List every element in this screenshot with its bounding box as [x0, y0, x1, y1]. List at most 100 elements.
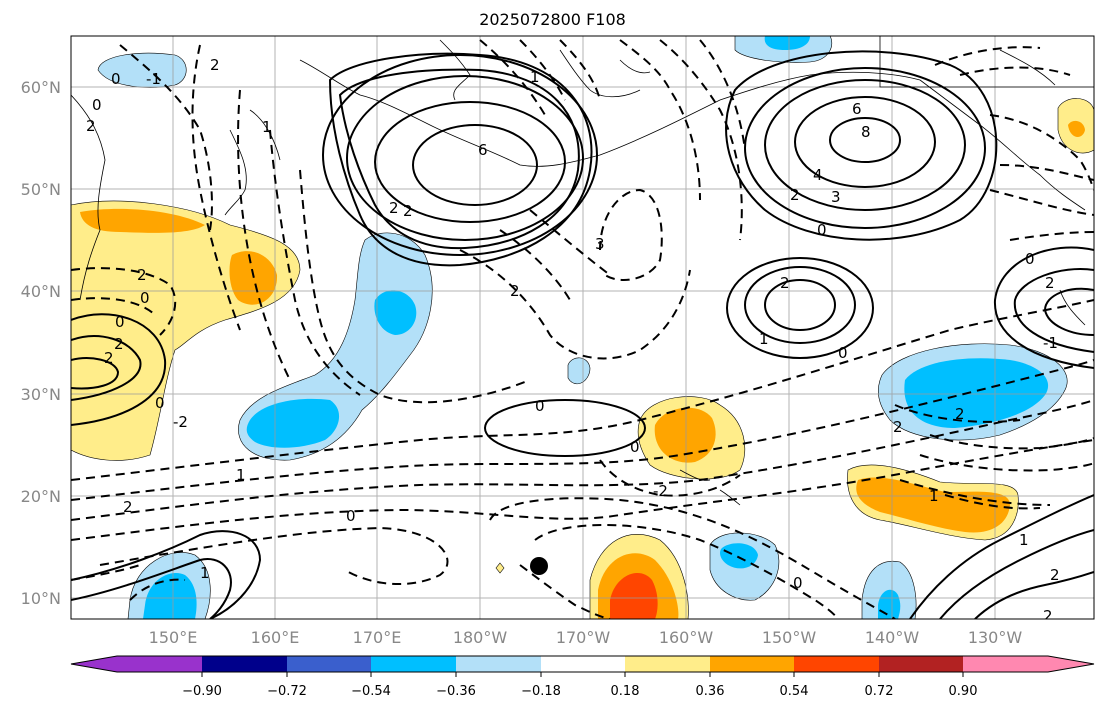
contour-label: -2 — [653, 482, 668, 500]
shading-layer — [71, 36, 1094, 619]
colorbar: −0.90 −0.72 −0.54 −0.36 −0.18 0.18 0.36 … — [70, 655, 1095, 699]
colorbar-tick-label: 0.72 — [865, 684, 894, 699]
contour-label: 0 — [535, 397, 545, 415]
contour-label: 0 — [346, 507, 356, 525]
contour-label: 0 — [111, 70, 121, 88]
lat-label: 50°N — [21, 180, 61, 199]
negative-anomaly-region — [567, 357, 591, 385]
contour-label: 2 — [210, 56, 220, 74]
lon-label: 150°W — [762, 628, 817, 647]
map-body: 0 -1 2 2 1 0 2 0 2 0 2 0 -2 2 2 3 6 1 2 … — [71, 36, 1094, 625]
colorbar-tick-label: 0.90 — [949, 684, 978, 699]
negative-anomaly-region — [764, 36, 810, 50]
contour-label: 2 — [403, 202, 413, 220]
contour-label: -1 — [146, 70, 161, 88]
contour-label: 2 — [780, 274, 790, 292]
contour-label: 6 — [478, 141, 488, 159]
positive-anomaly-region — [80, 208, 205, 233]
map-frame — [70, 35, 1095, 620]
contour-label: 2 — [1050, 566, 1060, 584]
contour-label: 0 — [92, 96, 102, 114]
dashed-contours — [71, 39, 1094, 619]
contour-label: 0 — [817, 221, 827, 239]
lat-label: 30°N — [21, 385, 61, 404]
contour-label: 0 — [1025, 250, 1035, 268]
contour-label: 1 — [200, 564, 210, 582]
contour-label: -1 — [1043, 334, 1058, 352]
contour-label: 0 — [838, 344, 848, 362]
positive-anomaly-region — [610, 572, 658, 619]
colorbar-tick-label: 0.36 — [696, 684, 725, 699]
contour-label: 0 — [793, 574, 803, 592]
contour-label: 0 — [140, 289, 150, 307]
contour-labels: 0 -1 2 2 1 0 2 0 2 0 2 0 -2 2 2 3 6 1 2 … — [86, 56, 1060, 625]
negative-anomaly-region — [904, 358, 1049, 428]
positive-anomaly-region — [654, 407, 716, 463]
lon-label: 160°E — [251, 628, 300, 647]
contour-label: 1 — [530, 68, 540, 86]
location-marker — [530, 557, 548, 575]
lon-label: 170°W — [556, 628, 611, 647]
contour-label: 2 — [104, 349, 114, 367]
colorbar-segment — [710, 656, 794, 672]
coastlines — [71, 36, 1094, 506]
lat-label: 10°N — [21, 589, 61, 608]
lon-label: 180°W — [453, 628, 508, 647]
contour-label: 2 — [1045, 274, 1055, 292]
contour-label: 1 — [759, 330, 769, 348]
colorbar-tick-label: 0.54 — [780, 684, 809, 699]
lon-label: 130°W — [968, 628, 1023, 647]
colorbar-outline — [70, 655, 1095, 673]
contour-label: 1 — [236, 466, 246, 484]
contour-label: 0 — [630, 438, 640, 456]
lat-label: 60°N — [21, 78, 61, 97]
colorbar-segment — [456, 656, 541, 672]
colorbar-segment — [287, 656, 371, 672]
contour-label: 2 — [86, 117, 96, 135]
positive-anomaly-region — [856, 477, 1010, 533]
lon-label: 150°E — [149, 628, 198, 647]
negative-anomaly-region — [97, 52, 187, 88]
colorbar-tick-label: −0.72 — [267, 684, 307, 699]
lat-label: 40°N — [21, 282, 61, 301]
map-title: 2025072800 F108 — [479, 10, 626, 29]
colorbar-segment — [963, 656, 1094, 672]
contour-label: 2 — [389, 199, 399, 217]
contour-label: 0 — [155, 394, 165, 412]
colorbar-tick-label: −0.18 — [521, 684, 561, 699]
colorbar-segment — [541, 656, 625, 672]
colorbar-tick-label: −0.36 — [436, 684, 476, 699]
contour-label: 2 — [510, 282, 520, 300]
negative-anomaly-region — [246, 398, 340, 448]
small-diamond-marker — [495, 562, 505, 574]
contour-label: 2 — [137, 266, 147, 284]
lat-axis-labels: 60°N 50°N 40°N 30°N 20°N 10°N — [21, 78, 61, 608]
contour-label: 2 — [1043, 607, 1053, 625]
negative-anomaly-region — [374, 290, 417, 335]
contour-label: 6 — [852, 100, 862, 118]
lon-label: 160°W — [659, 628, 714, 647]
positive-anomaly-region — [1068, 120, 1085, 137]
colorbar-segment — [879, 656, 963, 672]
solid-contours — [71, 50, 1094, 619]
contour-label: 2 — [123, 498, 133, 516]
contour-label: 1 — [929, 487, 939, 505]
contour-label: 8 — [861, 123, 871, 141]
colorbar-segment — [794, 656, 879, 672]
colorbar-tick-label: −0.90 — [182, 684, 222, 699]
contour-label: 2 — [893, 418, 903, 436]
lon-label: 140°W — [865, 628, 920, 647]
contour-label: 0 — [115, 313, 125, 331]
colorbar-tick-label: −0.54 — [351, 684, 391, 699]
contour-label: 3 — [831, 188, 841, 206]
contour-label: 2 — [114, 335, 124, 353]
lon-axis-labels: 150°E 160°E 170°E 180°W 170°W 160°W 150°… — [149, 628, 1023, 647]
contour-label: -2 — [173, 413, 188, 431]
contour-label: 1 — [1019, 531, 1029, 549]
contour-label: 1 — [262, 118, 272, 136]
colorbar-tick-label: 0.18 — [611, 684, 640, 699]
negative-anomaly-region — [720, 543, 758, 569]
colorbar-segment — [625, 656, 710, 672]
colorbar-segment — [371, 656, 456, 672]
